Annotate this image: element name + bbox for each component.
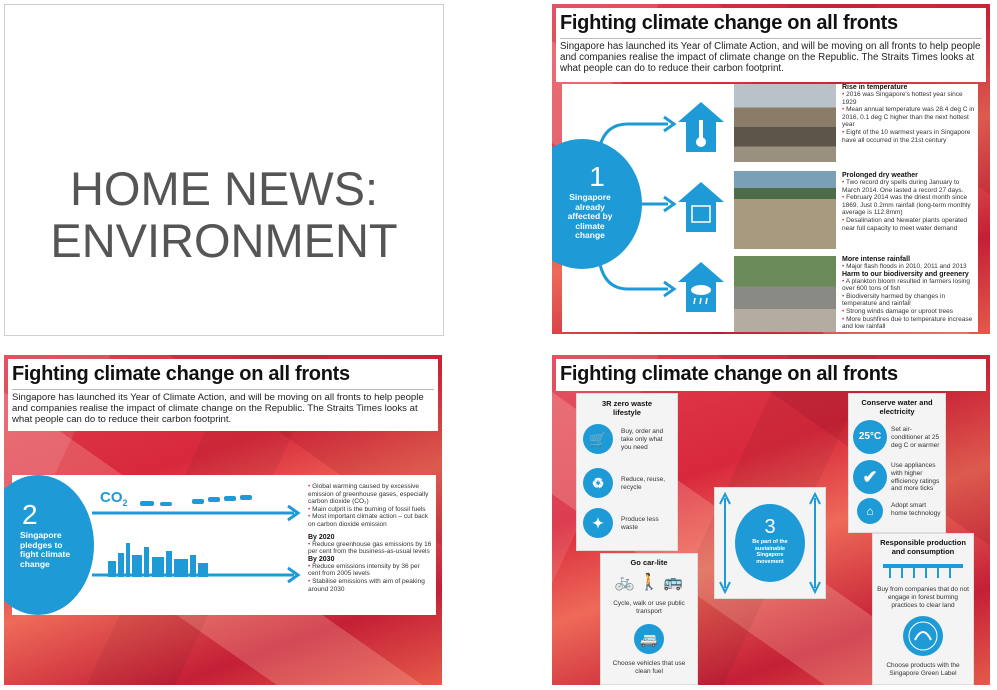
bullet: Stabilise emissions with aim of peaking … xyxy=(308,578,432,593)
slide2-header: Fighting climate change on all fronts Si… xyxy=(556,8,986,82)
checkmark-icon: ✔ xyxy=(853,460,887,494)
section-heading: More intense rainfall xyxy=(842,256,911,263)
car-lite-title: Go car-lite xyxy=(630,558,668,567)
bullet: More bushfires due to temperature increa… xyxy=(842,316,976,331)
zero-waste-item-3: Produce less waste xyxy=(621,516,659,531)
bullet: Most important climate action – cut back… xyxy=(308,513,432,528)
slide2-circle-text: Singapore already affected by climate ch… xyxy=(567,192,613,240)
slide3-text: Global warming caused by excessive emiss… xyxy=(308,483,432,593)
conserve-box: Conserve water and electricity 25°C Set … xyxy=(848,393,946,533)
section-rise-in-temperature: Rise in temperature 2016 was Singapore's… xyxy=(842,84,976,144)
bullet: Global warming caused by excessive emiss… xyxy=(308,483,432,506)
co2-text: CO xyxy=(100,489,123,506)
cars-icon xyxy=(140,495,252,506)
bullet: 2016 was Singapore's hottest year since … xyxy=(842,91,976,106)
responsible-item-2: Choose products with the Singapore Green… xyxy=(886,662,960,677)
bullet: February 2014 was the driest month since… xyxy=(842,194,976,217)
slide2-number: 1 xyxy=(589,161,605,192)
responsible-item-1: Buy from companies that do not engage in… xyxy=(877,586,969,609)
slide3-header: Fighting climate change on all fronts Si… xyxy=(8,359,438,431)
zero-waste-item-2: Reduce, reuse, recycle xyxy=(621,476,666,491)
co2-label: CO2 xyxy=(100,489,128,508)
slide1-line1: HOME NEWS: xyxy=(69,162,379,215)
conserve-title: Conserve water and electricity xyxy=(861,398,933,416)
shopping-cart-icon: 🛒 xyxy=(583,424,613,454)
bullet: A plankton bloom resulted in farmers los… xyxy=(842,278,976,293)
responsible-title: Responsible production and consumption xyxy=(880,538,966,556)
bullet: Eight of the 10 warmest years in Singapo… xyxy=(842,129,976,144)
photo-dead-fish-shore xyxy=(734,84,836,162)
smart-home-icon: ⌂ xyxy=(857,498,883,524)
car-lite-item-2: Choose vehicles that use clean fuel xyxy=(612,660,686,675)
slide-thumbnail-2[interactable]: Fighting climate change on all fronts Si… xyxy=(552,4,990,334)
slide1-title: HOME NEWS: ENVIRONMENT xyxy=(5,163,443,267)
bus-icon: 🚌 xyxy=(663,574,684,591)
slide3-panel: 2 Singapore pledges to fight climate cha… xyxy=(4,475,436,615)
slide3-circle-text: Singapore pledges to fight climate chang… xyxy=(20,530,71,569)
photo-flash-flood xyxy=(734,256,836,332)
slide1-line2: ENVIRONMENT xyxy=(50,214,398,267)
slide3-number-circle: 2 Singapore pledges to fight climate cha… xyxy=(4,475,94,615)
slide-thumbnail-4[interactable]: Fighting climate change on all fronts 3R… xyxy=(552,355,990,685)
trees-icon xyxy=(883,564,963,578)
bullet: Reduce emissions intensity by 36 per cen… xyxy=(308,563,432,578)
walk-icon: 🚶 xyxy=(639,574,659,591)
photo-dry-reservoir xyxy=(734,171,836,249)
skyline-icon xyxy=(108,543,208,577)
green-label-logo-icon xyxy=(903,616,943,656)
conserve-item-2: Use appliances with higher efficiency ra… xyxy=(891,462,940,493)
bullet: Major flash floods in 2010, 2011 and 201… xyxy=(842,263,976,271)
slide4-title: Fighting climate change on all fronts xyxy=(560,363,898,385)
rain-house-icon xyxy=(678,262,724,312)
bullet: Two record dry spells during January to … xyxy=(842,179,976,194)
bullet: Biodiversity harmed by changes in temper… xyxy=(842,293,976,308)
by-2020-heading: By 2020 xyxy=(308,533,335,541)
recycle-icon: ♻ xyxy=(583,468,613,498)
bullet: Desalination and Newater plants operated… xyxy=(842,217,976,232)
slide3-intro: Singapore has launched its Year of Clima… xyxy=(8,392,438,425)
slide2-panel: 1 Singapore already affected by climate … xyxy=(552,84,978,332)
bicycle-icon: 🚲 xyxy=(614,574,635,591)
clean-vehicle-icon: 🚐 xyxy=(634,624,664,654)
car-lite-box: Go car-lite 🚲 🚶 🚌 Cycle, walk or use pub… xyxy=(600,553,698,685)
section-heading: Prolonged dry weather xyxy=(842,172,918,179)
bullet: Main culprit is the burning of fossil fu… xyxy=(308,506,432,514)
car-lite-item-1: Cycle, walk or use public transport xyxy=(613,600,685,615)
slide3-number: 2 xyxy=(22,499,38,530)
waste-icon: ✦ xyxy=(583,508,613,538)
slide2-title: Fighting climate change on all fronts xyxy=(560,12,898,34)
bullet: Mean annual temperature was 28.4 deg C i… xyxy=(842,106,976,129)
conserve-item-1: Set air-conditioner at 25 deg C or warme… xyxy=(891,426,940,449)
responsible-box: Responsible production and consumption B… xyxy=(872,533,974,685)
center-arrows xyxy=(719,491,821,595)
center-text: Be part of the sustainable Singapore mov… xyxy=(752,539,788,565)
by-2030-heading: By 2030 xyxy=(308,555,335,563)
transport-icons: 🚲 🚶 🚌 xyxy=(605,572,693,592)
zero-waste-item-1: Buy, order and take only what you need xyxy=(621,428,664,451)
slide3-title: Fighting climate change on all fronts xyxy=(12,363,350,385)
center-circle: 3 Be part of the sustainable Singapore m… xyxy=(735,504,805,582)
slide2-intro: Singapore has launched its Year of Clima… xyxy=(556,41,986,75)
section-heading: Rise in temperature xyxy=(842,84,908,91)
bullet: Strong winds damage or uproot trees xyxy=(842,308,976,316)
slide-thumbnail-3[interactable]: Fighting climate change on all fronts Si… xyxy=(4,355,442,685)
slide-thumbnail-1[interactable]: HOME NEWS: ENVIRONMENT xyxy=(4,4,444,336)
slide2-arrows xyxy=(596,115,677,298)
dry-house-icon xyxy=(678,182,724,232)
slide4-header: Fighting climate change on all fronts xyxy=(556,359,986,391)
temperature-icon: 25°C xyxy=(853,420,887,454)
section-intense-rainfall: More intense rainfall Major flash floods… xyxy=(842,256,976,331)
section-heading: Harm to our biodiversity and greenery xyxy=(842,270,969,278)
section-prolonged-dry-weather: Prolonged dry weather Two record dry spe… xyxy=(842,172,976,232)
bullet: Reduce greenhouse gas emissions by 16 pe… xyxy=(308,541,432,556)
zero-waste-box: 3R zero waste lifestyle 🛒 Buy, order and… xyxy=(576,393,678,551)
conserve-item-3: Adopt smart home technology xyxy=(891,502,941,517)
thermometer-house-icon xyxy=(678,102,724,152)
zero-waste-title: 3R zero waste lifestyle xyxy=(601,399,653,417)
center-box: 3 Be part of the sustainable Singapore m… xyxy=(714,487,826,599)
co2-subscript: 2 xyxy=(122,498,128,508)
center-number: 3 xyxy=(764,516,776,538)
